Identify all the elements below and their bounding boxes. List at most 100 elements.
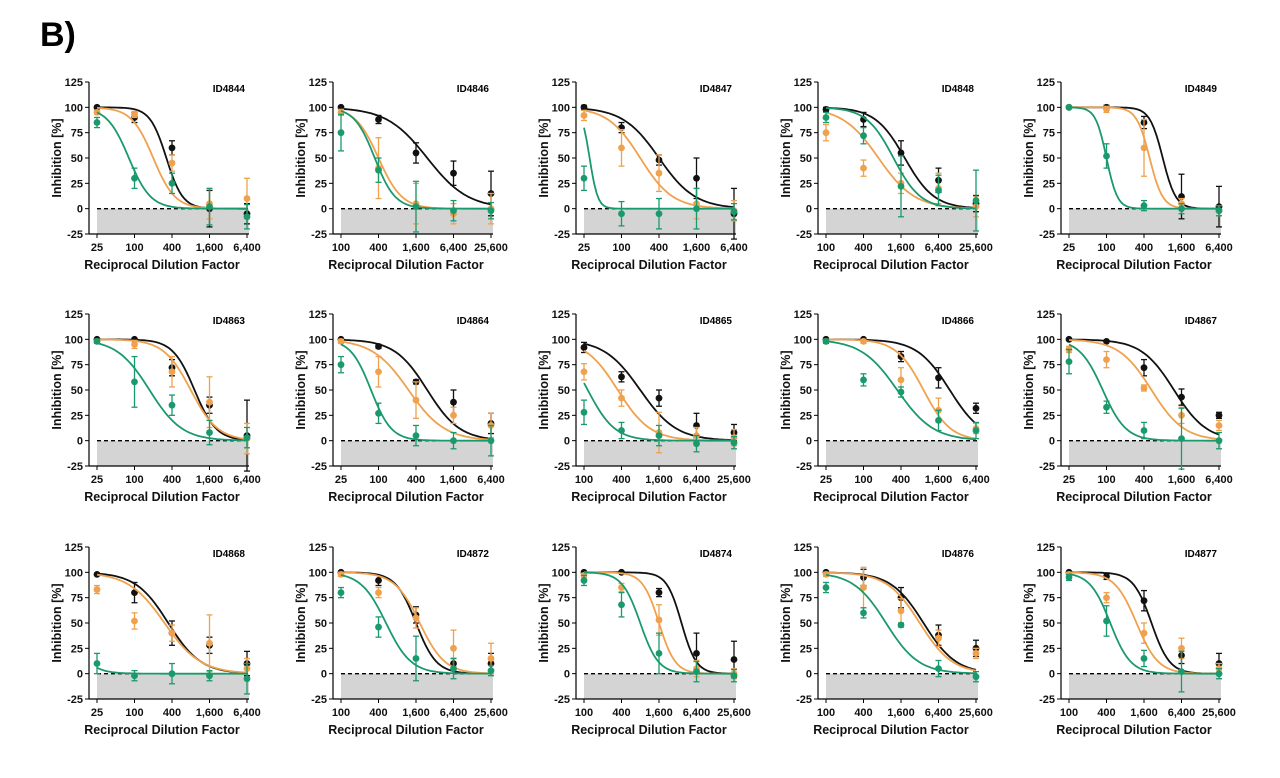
x-tick-label: 100 [575, 474, 593, 486]
data-point-green [206, 429, 213, 436]
x-tick-label: 25 [1063, 242, 1075, 254]
x-axis-label: Reciprocal Dilution Factor [84, 723, 240, 737]
data-point-green [131, 672, 138, 680]
data-point-black [1065, 335, 1073, 343]
y-tick-label: 125 [65, 309, 83, 321]
negative-region [97, 208, 249, 234]
data-point-green [822, 337, 830, 345]
panel-label: B) [40, 16, 76, 54]
data-point-orange [1103, 356, 1110, 363]
x-tick-label: 6,400 [477, 474, 505, 486]
x-tick-label: 400 [650, 242, 668, 254]
y-tick-label: 0 [564, 204, 570, 216]
x-tick-label: 400 [1135, 474, 1153, 486]
y-tick-label: 125 [1037, 77, 1055, 89]
y-tick-label: 25 [558, 410, 570, 422]
y-tick-label: 50 [800, 385, 812, 397]
x-axis-label: Reciprocal Dilution Factor [571, 723, 727, 737]
x-tick-label: 100 [125, 242, 143, 254]
data-point-black [897, 149, 905, 157]
fit-curve-green [1068, 573, 1219, 675]
y-tick-label: 0 [77, 436, 83, 448]
x-axis-label: Reciprocal Dilution Factor [328, 490, 484, 504]
y-tick-label: 75 [315, 128, 327, 140]
y-tick-label: 75 [315, 593, 327, 605]
negative-region [826, 673, 978, 699]
data-point-green [131, 174, 138, 182]
data-point-orange [1140, 384, 1148, 392]
data-point-orange [618, 394, 625, 402]
y-tick-label: 50 [71, 385, 83, 397]
y-tick-label: 50 [800, 618, 812, 630]
data-point-orange [860, 584, 867, 591]
data-point-orange [580, 112, 588, 119]
plot-title: ID4877 [1185, 549, 1218, 560]
y-tick-label: 50 [71, 618, 83, 630]
y-tick-label: -25 [1039, 694, 1055, 706]
x-tick-label: 25 [91, 242, 103, 254]
x-tick-label: 25 [91, 707, 103, 719]
y-tick-label: 75 [71, 360, 83, 372]
fit-curve-green [96, 111, 247, 210]
data-point-orange [1140, 629, 1148, 637]
data-point-orange [860, 164, 867, 172]
y-tick-label: 25 [315, 643, 327, 655]
negative-region [1069, 208, 1221, 234]
y-axis-label: Inhibition [%] [50, 350, 64, 429]
fit-curve-green [96, 342, 247, 442]
y-tick-label: -25 [554, 461, 570, 473]
negative-region [826, 440, 978, 466]
data-point-green [580, 577, 588, 584]
fit-curve-orange [826, 571, 977, 672]
y-tick-label: 125 [794, 542, 812, 554]
chart-panel: -25 0 25 50 75 100 125 100 400 1,600 6,400 25,600 Re… [1022, 542, 1236, 737]
data-point-green [1178, 668, 1185, 676]
y-tick-label: -25 [796, 229, 812, 241]
data-point-orange [337, 337, 345, 345]
chart-panel: -25 0 25 50 75 100 125 25 100 400 1,600 6,400 Recipr… [50, 77, 261, 272]
y-axis-label: Inhibition [%] [537, 583, 551, 662]
data-point-green [337, 361, 345, 369]
data-point-green [487, 437, 495, 445]
x-tick-label: 6,400 [440, 242, 468, 254]
x-tick-label: 1,600 [645, 707, 673, 719]
data-point-orange [206, 639, 213, 647]
data-point-orange [897, 607, 905, 615]
y-tick-label: 0 [806, 204, 812, 216]
data-point-green [1140, 427, 1148, 434]
x-tick-label: 6,400 [683, 707, 711, 719]
data-point-black [1178, 393, 1185, 401]
data-point-green [375, 623, 382, 631]
data-point-green [1103, 152, 1110, 160]
data-point-black [822, 105, 830, 113]
y-tick-label: 100 [794, 567, 812, 579]
data-point-green [337, 129, 345, 137]
chart-panel: -25 0 25 50 75 100 125 25 100 400 1,600 6,400 Recipr… [1022, 309, 1233, 504]
data-point-orange [168, 629, 176, 637]
plot-title: ID4874 [700, 549, 733, 560]
y-tick-label: 25 [1043, 643, 1055, 655]
data-point-black [93, 570, 101, 578]
data-point-green [337, 589, 345, 596]
x-tick-label: 1,600 [402, 242, 430, 254]
x-tick-label: 6,400 [720, 242, 748, 254]
plot-title: ID4876 [942, 549, 975, 560]
x-tick-label: 1,600 [196, 242, 224, 254]
data-point-green [243, 434, 251, 442]
data-point-black [618, 373, 625, 381]
y-tick-label: -25 [1039, 229, 1055, 241]
data-point-black [375, 343, 382, 350]
plot-title: ID4846 [457, 84, 490, 95]
fit-curve-black [97, 338, 248, 441]
data-point-orange [206, 398, 213, 406]
negative-region [584, 673, 736, 699]
x-tick-label: 100 [817, 707, 835, 719]
x-tick-label: 100 [612, 242, 630, 254]
x-tick-label: 1,600 [1130, 707, 1158, 719]
data-point-orange [822, 570, 830, 578]
negative-region [97, 673, 249, 699]
y-tick-label: 25 [558, 643, 570, 655]
x-tick-label: 400 [1097, 707, 1115, 719]
x-axis-label: Reciprocal Dilution Factor [1056, 723, 1212, 737]
y-tick-label: 0 [321, 436, 327, 448]
